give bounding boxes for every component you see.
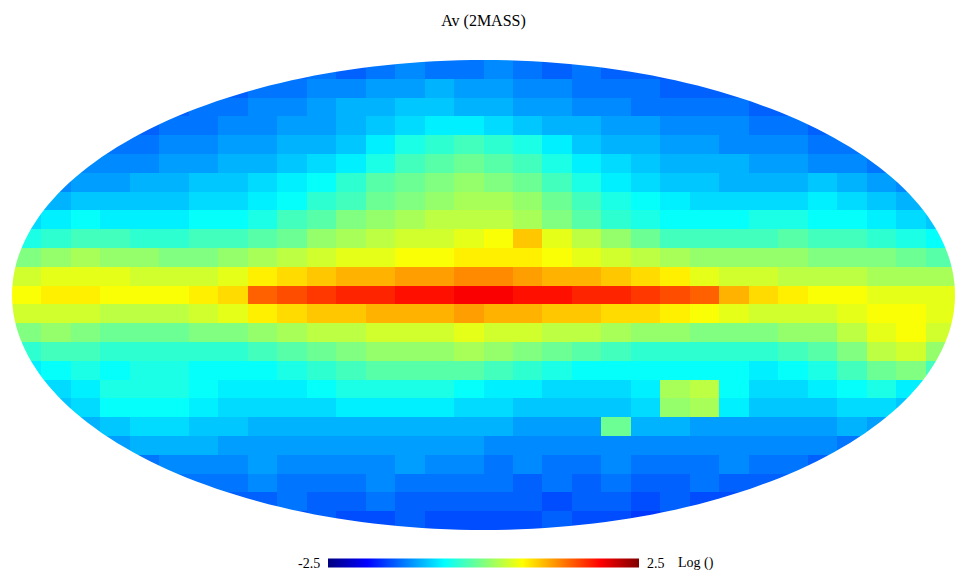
svg-text:Av (2MASS): Av (2MASS) xyxy=(441,12,526,30)
svg-text:2.5: 2.5 xyxy=(647,556,665,571)
svg-text:Log (): Log () xyxy=(678,555,714,571)
svg-text:-2.5: -2.5 xyxy=(298,556,320,571)
